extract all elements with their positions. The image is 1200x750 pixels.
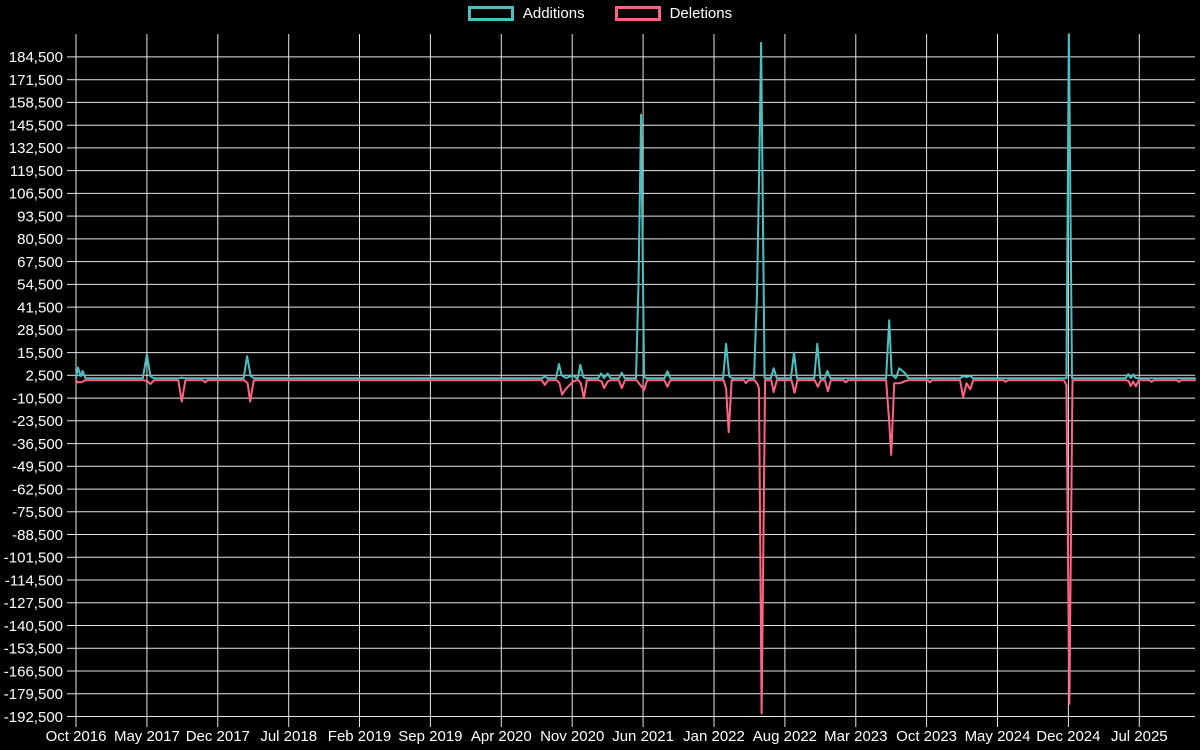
y-axis-tick-label: -153,500 (4, 641, 63, 658)
x-axis-tick-label: Aug 2022 (753, 728, 817, 745)
deletions-line (75, 379, 1196, 715)
x-axis-tick-label: Nov 2020 (540, 728, 604, 745)
x-axis-tick-label: Jul 2018 (260, 728, 317, 745)
y-axis-tick-label: 145,500 (9, 117, 63, 134)
y-axis-tick-label: 80,500 (17, 231, 63, 248)
y-axis-tick-label: -88,500 (12, 527, 63, 544)
y-axis-tick-label: 93,500 (17, 208, 63, 225)
x-axis-tick-label: Jun 2021 (612, 728, 674, 745)
x-axis-tick-label: May 2024 (965, 728, 1031, 745)
y-axis-tick-label: -75,500 (12, 504, 63, 521)
y-tick-marks (67, 56, 76, 717)
y-axis-tick-label: -192,500 (4, 709, 63, 726)
y-axis-tick-label: -140,500 (4, 618, 63, 635)
y-axis-tick-label: 41,500 (17, 299, 63, 316)
y-axis-tick-label: 158,500 (9, 95, 63, 112)
additions-legend-label: Additions (522, 5, 585, 22)
legend-item-additions[interactable]: Additions (467, 5, 585, 22)
y-axis-tick-label: 54,500 (17, 277, 63, 294)
x-axis-tick-label: May 2017 (114, 728, 180, 745)
x-axis-tick-label: Jul 2025 (1111, 728, 1168, 745)
y-axis-tick-label: -23,500 (12, 413, 63, 430)
y-axis-tick-label: -179,500 (4, 686, 63, 703)
y-axis-tick-label: -166,500 (4, 663, 63, 680)
x-gridlines (75, 34, 1140, 720)
x-axis-tick-label: Apr 2020 (471, 728, 532, 745)
y-axis-tick-label: 2,500 (25, 368, 63, 385)
y-axis-tick-label: 119,500 (10, 163, 63, 180)
y-axis-tick-label: 184,500 (9, 49, 63, 66)
additions-line (75, 33, 1196, 380)
additions-legend-swatch (467, 6, 514, 21)
legend-item-deletions[interactable]: Deletions (614, 5, 733, 22)
y-axis-tick-label: 15,500 (17, 345, 63, 362)
y-axis-tick-label: -36,500 (12, 436, 63, 453)
x-tick-marks (75, 720, 1140, 727)
x-axis-tick-label: Dec 2017 (186, 728, 250, 745)
x-axis-tick-label: Oct 2016 (46, 728, 107, 745)
chart-legend: Additions Deletions (0, 6, 1200, 21)
x-axis-tick-label: Jan 2022 (683, 728, 745, 745)
x-axis-tick-label: Mar 2023 (824, 728, 887, 745)
y-axis-tick-label: 132,500 (9, 140, 63, 157)
y-axis-tick-label: -49,500 (12, 459, 63, 476)
y-axis-tick-label: 67,500 (17, 254, 63, 271)
y-axis-tick-label: -114,500 (5, 572, 63, 589)
y-gridlines (76, 56, 1195, 717)
deletions-legend-label: Deletions (669, 5, 733, 22)
x-axis-tick-label: Feb 2019 (328, 728, 391, 745)
x-axis-tick-label: Sep 2019 (398, 728, 462, 745)
y-axis-tick-label: -101,500 (4, 550, 63, 567)
y-axis-tick-label: 171,500 (9, 72, 63, 89)
x-tick-labels: Oct 2016 May 2017 Dec 2017 Jul 2018 Feb 2019… (46, 728, 1168, 745)
y-axis-tick-label: 106,500 (9, 186, 63, 203)
x-axis-tick-label: Dec 2024 (1036, 728, 1100, 745)
y-axis-tick-label: -10,500 (12, 390, 63, 407)
y-axis-tick-label: -62,500 (12, 481, 63, 498)
y-axis-tick-label: 28,500 (17, 322, 63, 339)
x-axis-tick-label: Oct 2023 (896, 728, 957, 745)
deletions-legend-swatch (614, 6, 661, 21)
y-axis-tick-label: -127,500 (4, 595, 63, 612)
y-tick-labels: 184,500 171,500 158,500 145,500 132,500 119,5… (4, 49, 63, 726)
